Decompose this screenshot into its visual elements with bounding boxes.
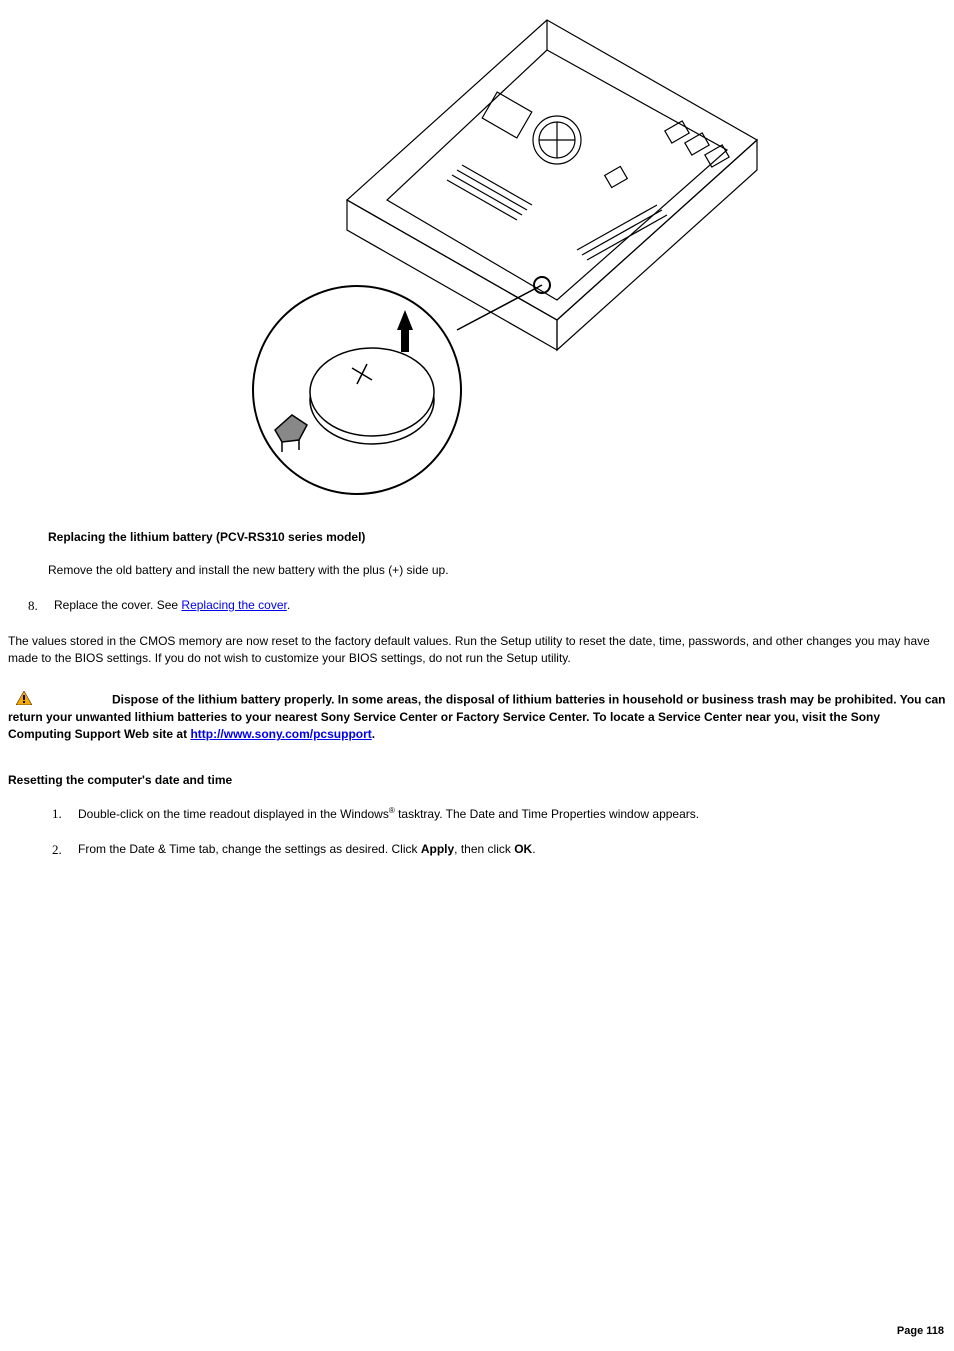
step-8-number: 8. bbox=[28, 597, 54, 615]
reset-datetime-heading: Resetting the computer's date and time bbox=[8, 773, 946, 787]
motherboard-battery-diagram bbox=[187, 10, 767, 500]
reset-step-2-mid: , then click bbox=[454, 842, 514, 856]
step-8-item: 8. Replace the cover. See Replacing the … bbox=[28, 597, 946, 615]
warning-part2: . bbox=[372, 727, 375, 741]
warning-text: Dispose of the lithium battery properly.… bbox=[8, 692, 946, 741]
page-number-footer: Page 118 bbox=[897, 1325, 944, 1337]
step-8-text-after: . bbox=[287, 598, 290, 612]
sony-support-link[interactable]: http://www.sony.com/pcsupport bbox=[190, 727, 371, 741]
apply-bold: Apply bbox=[421, 842, 454, 856]
reset-step-2-number: 2. bbox=[52, 841, 78, 859]
reset-steps-list: 1. Double-click on the time readout disp… bbox=[32, 805, 946, 859]
reset-step-1-after: tasktray. The Date and Time Properties w… bbox=[395, 807, 699, 821]
warning-icon bbox=[16, 691, 32, 710]
step-8-text-before: Replace the cover. See bbox=[54, 598, 181, 612]
reset-step-1-body: Double-click on the time readout display… bbox=[78, 805, 946, 823]
step-7-instruction: Remove the old battery and install the n… bbox=[48, 562, 946, 579]
cmos-reset-note: The values stored in the CMOS memory are… bbox=[8, 633, 946, 667]
ok-bold: OK bbox=[514, 842, 532, 856]
step-8-body: Replace the cover. See Replacing the cov… bbox=[54, 597, 946, 615]
reset-step-1: 1. Double-click on the time readout disp… bbox=[52, 805, 946, 823]
reset-step-1-number: 1. bbox=[52, 805, 78, 823]
reset-step-2: 2. From the Date & Time tab, change the … bbox=[52, 841, 946, 859]
reset-step-1-before: Double-click on the time readout display… bbox=[78, 807, 389, 821]
diagram-container bbox=[8, 0, 946, 530]
replacing-cover-link[interactable]: Replacing the cover bbox=[181, 598, 286, 612]
warning-block: Dispose of the lithium battery properly.… bbox=[8, 691, 946, 743]
reset-step-2-body: From the Date & Time tab, change the set… bbox=[78, 841, 946, 859]
reset-step-2-end: . bbox=[532, 842, 535, 856]
reset-step-2-before: From the Date & Time tab, change the set… bbox=[78, 842, 421, 856]
step-7-block: Replacing the lithium battery (PCV-RS310… bbox=[48, 530, 946, 579]
warning-part1: Dispose of the lithium battery properly.… bbox=[8, 692, 946, 741]
step-7-title: Replacing the lithium battery (PCV-RS310… bbox=[48, 530, 946, 544]
